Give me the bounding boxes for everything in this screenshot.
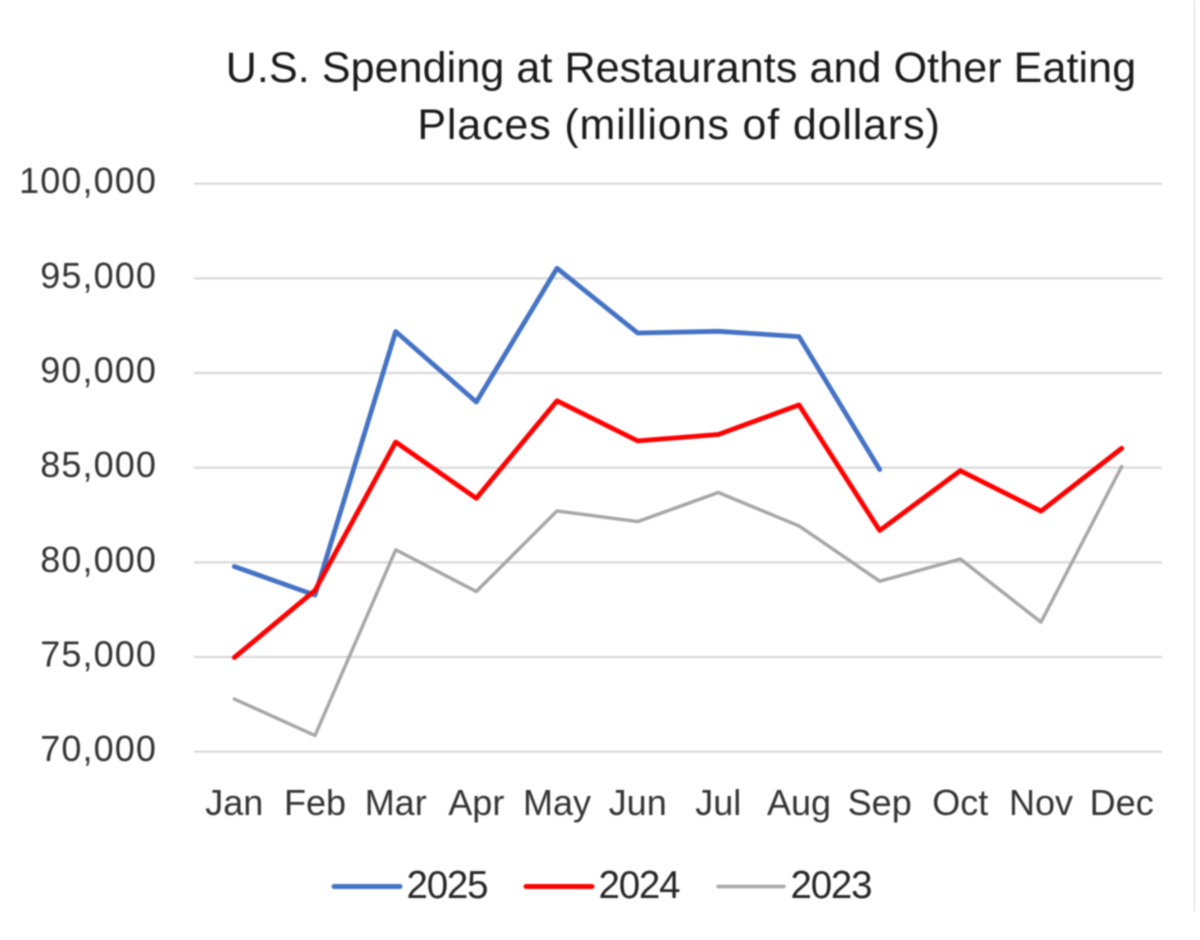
- svg-text:100,000: 100,000: [19, 160, 157, 201]
- svg-text:Aug: Aug: [767, 782, 831, 823]
- svg-text:Jul: Jul: [695, 782, 741, 823]
- svg-text:70,000: 70,000: [40, 728, 157, 769]
- svg-text:85,000: 85,000: [40, 444, 157, 485]
- svg-text:Oct: Oct: [932, 782, 988, 823]
- svg-text:2024: 2024: [599, 864, 681, 907]
- svg-text:U.S. Spending at Restaurants a: U.S. Spending at Restaurants and Other E…: [226, 44, 1136, 92]
- svg-text:May: May: [523, 782, 591, 823]
- svg-text:Jun: Jun: [609, 782, 667, 823]
- svg-text:Places (millions of dollars): Places (millions of dollars): [417, 101, 940, 149]
- svg-text:Apr: Apr: [448, 782, 504, 823]
- svg-text:Sep: Sep: [848, 782, 912, 823]
- svg-text:2023: 2023: [791, 864, 872, 907]
- svg-text:2025: 2025: [407, 864, 488, 907]
- svg-text:Jan: Jan: [205, 782, 263, 823]
- svg-text:75,000: 75,000: [40, 634, 157, 675]
- svg-text:80,000: 80,000: [40, 539, 157, 580]
- svg-text:90,000: 90,000: [40, 350, 157, 391]
- svg-text:Feb: Feb: [284, 782, 346, 823]
- svg-text:Dec: Dec: [1090, 782, 1154, 823]
- svg-text:Mar: Mar: [365, 782, 427, 823]
- svg-text:95,000: 95,000: [40, 255, 157, 296]
- svg-text:Nov: Nov: [1009, 782, 1073, 823]
